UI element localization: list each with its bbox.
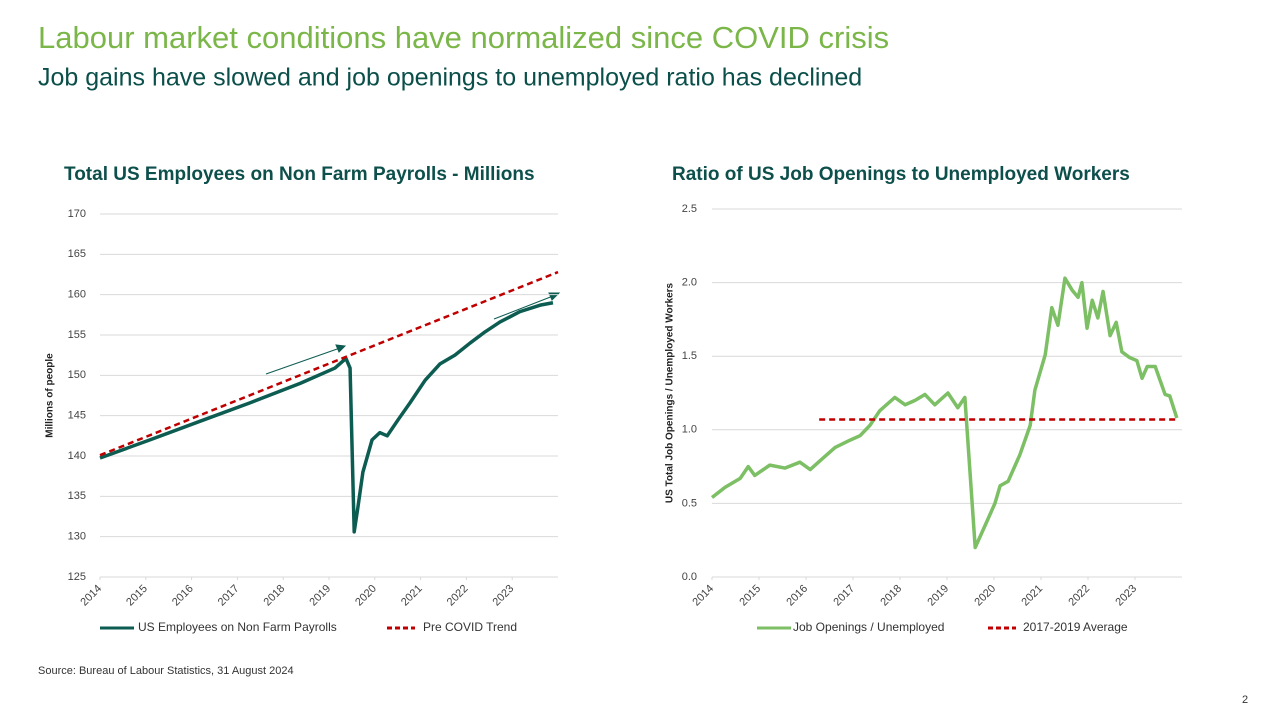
- y-tick-label: 2.5: [682, 203, 697, 215]
- y-tick-label: 170: [68, 208, 86, 220]
- x-tick-label: 2015: [737, 583, 763, 609]
- chart-title: Ratio of US Job Openings to Unemployed W…: [672, 164, 1130, 185]
- source-note: Source: Bureau of Labour Statistics, 31 …: [38, 665, 294, 677]
- y-tick-label: 160: [68, 289, 86, 301]
- x-tick-label: 2022: [445, 583, 471, 609]
- legend-label: 2017-2019 Average: [1023, 620, 1128, 634]
- y-tick-label: 140: [68, 450, 86, 462]
- x-tick-label: 2014: [78, 583, 104, 609]
- y-axis-label: Millions of people: [45, 353, 56, 438]
- x-tick-label: 2017: [216, 583, 242, 609]
- x-tick-label: 2016: [784, 583, 810, 609]
- x-tick-label: 2021: [399, 583, 425, 609]
- x-tick-label: 2017: [831, 583, 857, 609]
- page-number: 2: [1242, 694, 1248, 706]
- y-tick-label: 1.0: [682, 424, 697, 436]
- x-tick-label: 2023: [1113, 583, 1139, 609]
- legend-label: Job Openings / Unemployed: [793, 620, 944, 634]
- x-tick-label: 2015: [124, 583, 150, 609]
- y-tick-label: 0.5: [682, 497, 697, 509]
- data-line: [99, 301, 554, 534]
- x-tick-label: 2018: [878, 583, 904, 609]
- y-tick-label: 125: [68, 571, 86, 583]
- y-tick-label: 135: [68, 490, 86, 502]
- y-tick-label: 155: [68, 329, 86, 341]
- x-tick-label: 2014: [690, 583, 716, 609]
- x-tick-label: 2022: [1066, 583, 1092, 609]
- slide-title: Labour market conditions have normalized…: [38, 20, 889, 55]
- x-tick-label: 2016: [170, 583, 196, 609]
- y-tick-label: 150: [68, 369, 86, 381]
- x-tick-label: 2020: [353, 583, 379, 609]
- legend-label: Pre COVID Trend: [423, 620, 517, 634]
- data-line: [710, 276, 1179, 550]
- y-tick-label: 130: [68, 531, 86, 543]
- y-tick-label: 145: [68, 410, 86, 422]
- legend-label: US Employees on Non Farm Payrolls: [138, 620, 337, 634]
- trend-arrows: [265, 292, 561, 375]
- slide-subtitle: Job gains have slowed and job openings t…: [38, 64, 862, 92]
- y-tick-label: 0.0: [682, 571, 697, 583]
- y-tick-label: 165: [68, 248, 86, 260]
- data-line: [99, 270, 559, 457]
- x-tick-label: 2023: [491, 583, 517, 609]
- x-tick-label: 2021: [1019, 583, 1045, 609]
- x-tick-label: 2018: [262, 583, 288, 609]
- x-tick-label: 2019: [307, 583, 333, 609]
- y-tick-label: 1.5: [682, 350, 697, 362]
- chart-title: Total US Employees on Non Farm Payrolls …: [64, 164, 535, 185]
- y-tick-label: 2.0: [682, 277, 697, 289]
- x-tick-label: 2020: [972, 583, 998, 609]
- x-tick-label: 2019: [925, 583, 951, 609]
- y-axis-label: US Total Job Openings / Unemployed Worke…: [665, 282, 676, 503]
